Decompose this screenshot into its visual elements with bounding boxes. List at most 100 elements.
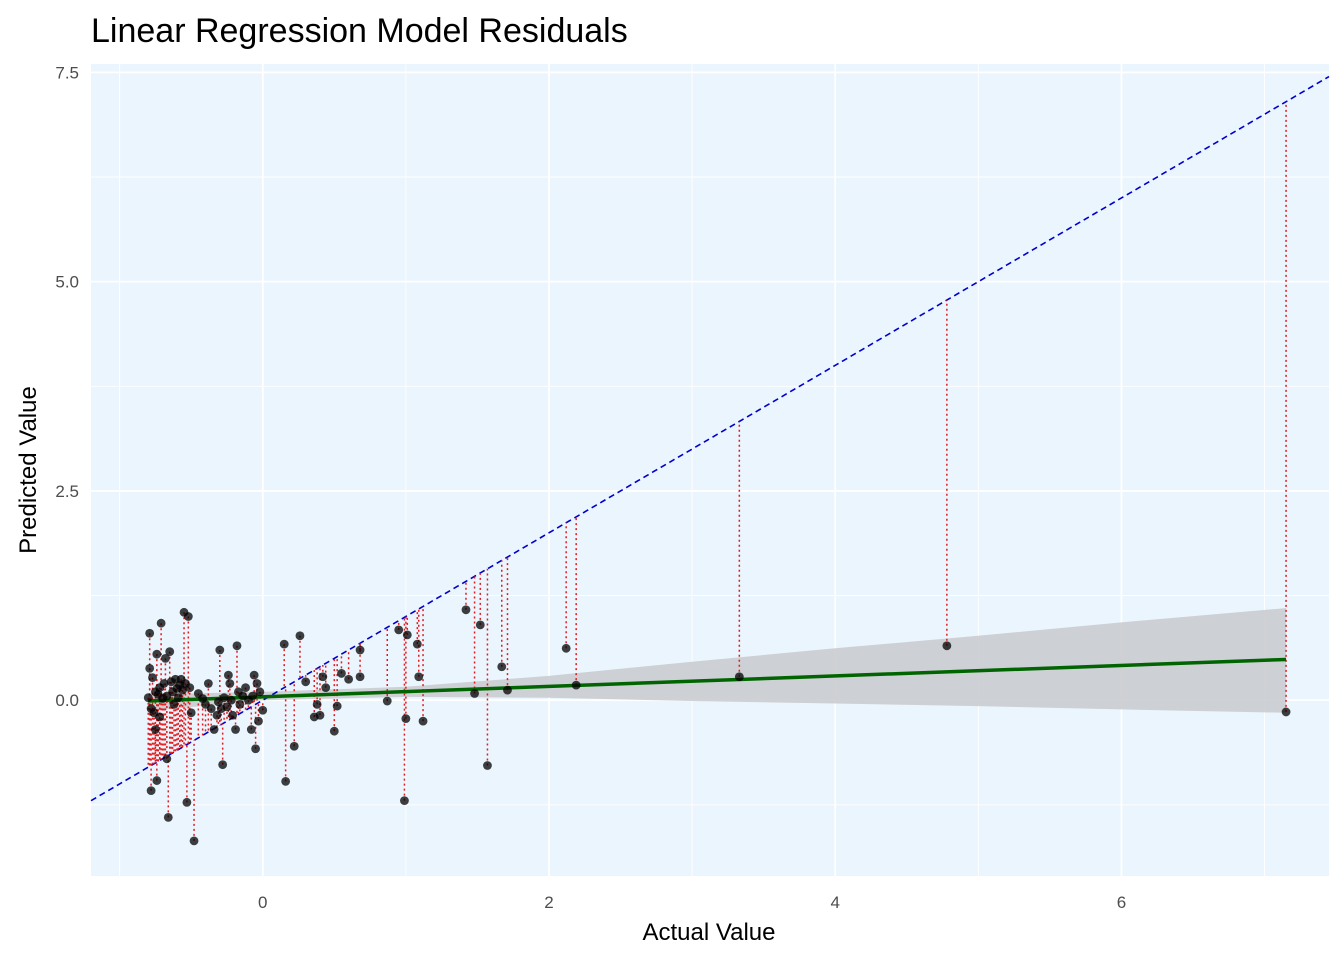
- data-point: [321, 683, 331, 693]
- data-point: [295, 631, 305, 641]
- data-point: [225, 679, 235, 688]
- data-point: [571, 680, 581, 690]
- x-axis-ticks: 0 2 4 6: [258, 893, 1126, 912]
- data-point: [401, 714, 411, 724]
- data-point: [315, 710, 325, 720]
- data-point: [218, 760, 228, 770]
- y-tick-label: 2.5: [55, 482, 79, 501]
- data-point: [281, 777, 291, 786]
- data-point: [148, 673, 157, 683]
- data-point: [162, 754, 172, 764]
- data-point: [219, 693, 229, 703]
- data-point: [470, 689, 479, 698]
- fit-line: [148, 657, 1287, 703]
- data-point: [279, 639, 289, 649]
- data-point: [301, 677, 311, 687]
- data-point: [412, 639, 422, 649]
- x-tick-label: 6: [1117, 893, 1126, 912]
- data-point: [152, 776, 162, 785]
- data-point: [215, 645, 225, 655]
- confidence-band: [148, 608, 1287, 713]
- data-point: [231, 725, 240, 734]
- y-tick-label: 0.0: [55, 691, 79, 710]
- data-point: [414, 672, 424, 682]
- data-point: [329, 726, 339, 736]
- data-point: [402, 630, 412, 640]
- data-point: [418, 716, 428, 726]
- data-point: [248, 691, 258, 701]
- data-point: [186, 708, 196, 718]
- data-point: [163, 813, 173, 822]
- data-point: [249, 670, 259, 680]
- data-point: [235, 699, 245, 709]
- y-axis-ticks: 0.0 2.5 5.0 7.5: [55, 63, 79, 710]
- plot-panel: [91, 64, 1329, 876]
- data-point: [337, 669, 346, 678]
- data-point: [400, 796, 409, 806]
- data-point: [161, 653, 170, 663]
- regression-fit-line: [148, 657, 1287, 703]
- data-point: [145, 628, 155, 638]
- data-point: [222, 702, 232, 712]
- data-point: [344, 674, 354, 684]
- x-tick-label: 2: [544, 893, 553, 912]
- data-point: [156, 618, 166, 628]
- x-axis-title: Actual Value: [643, 919, 776, 946]
- data-point: [173, 693, 183, 703]
- data-point: [475, 620, 485, 630]
- chart-title: Linear Regression Model Residuals: [91, 12, 628, 50]
- confidence-band-area: [148, 608, 1287, 713]
- data-point: [734, 672, 744, 682]
- data-point: [561, 643, 571, 653]
- data-point: [155, 712, 165, 722]
- data-point: [246, 725, 256, 734]
- data-point: [461, 605, 471, 615]
- data-point: [289, 741, 299, 751]
- data-point: [232, 641, 242, 651]
- data-point: [332, 701, 342, 711]
- data-point: [355, 672, 365, 682]
- data-point: [382, 696, 392, 706]
- data-point: [251, 744, 260, 754]
- identity-line: [90, 75, 1330, 802]
- data-point: [152, 649, 162, 659]
- data-point: [497, 662, 507, 672]
- data-point: [254, 716, 263, 726]
- data-point: [178, 685, 187, 695]
- data-point: [252, 679, 262, 688]
- data-point: [312, 699, 322, 709]
- data-point: [169, 699, 179, 709]
- identity-reference-line: [90, 75, 1330, 802]
- data-point: [146, 786, 156, 796]
- y-axis-title: Predicted Value: [15, 386, 42, 554]
- data-point: [355, 645, 365, 655]
- data-point: [942, 641, 952, 651]
- data-point: [226, 695, 236, 705]
- data-point: [394, 625, 404, 635]
- data-point: [318, 672, 328, 682]
- data-point: [182, 797, 192, 807]
- data-point: [183, 612, 193, 621]
- data-point: [255, 687, 265, 697]
- data-point: [145, 663, 155, 673]
- y-tick-label: 5.0: [55, 273, 79, 292]
- data-point: [165, 647, 175, 657]
- data-point: [503, 685, 512, 695]
- data-point: [143, 693, 153, 703]
- data-point: [483, 761, 492, 770]
- data-point: [209, 725, 219, 734]
- x-tick-label: 4: [830, 893, 839, 912]
- data-point: [228, 710, 238, 720]
- y-tick-label: 7.5: [55, 63, 79, 82]
- data-point: [206, 704, 216, 713]
- data-point: [241, 683, 250, 693]
- data-point: [159, 679, 169, 688]
- data-point: [258, 705, 268, 715]
- data-point: [203, 679, 213, 688]
- data-point: [223, 670, 233, 680]
- data-point: [151, 725, 160, 734]
- data-point: [185, 683, 195, 693]
- data-point: [212, 710, 222, 720]
- data-point: [1281, 707, 1291, 717]
